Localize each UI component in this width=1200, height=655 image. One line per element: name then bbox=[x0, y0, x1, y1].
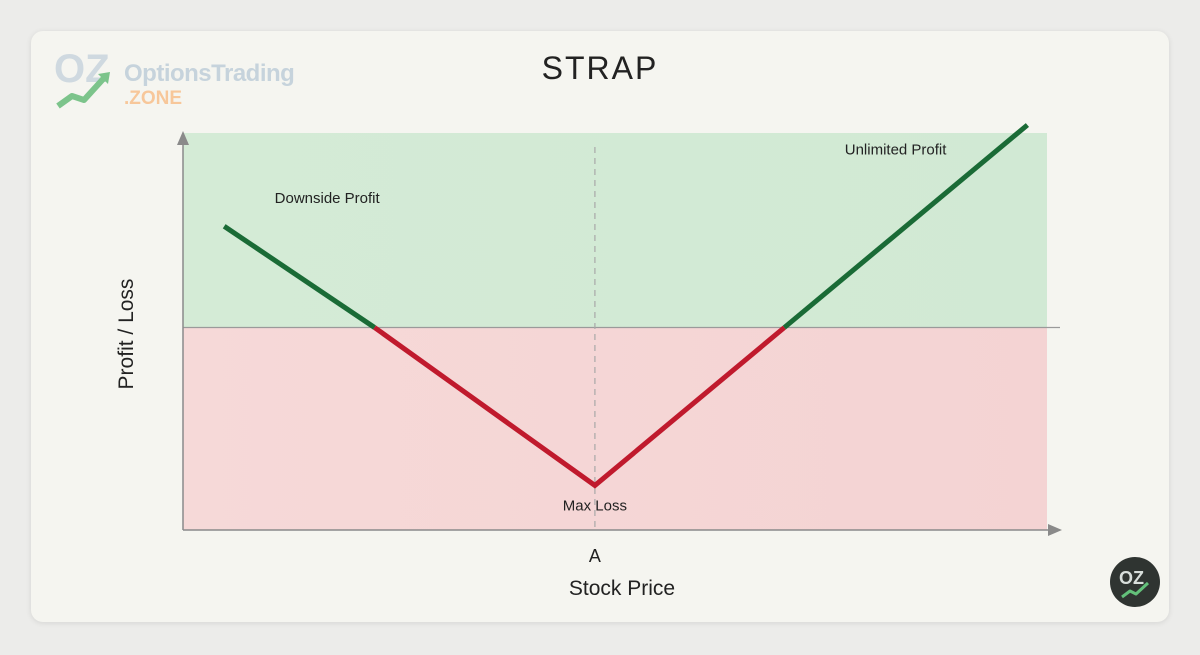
x-axis-arrow bbox=[1048, 524, 1062, 536]
loss-zone bbox=[183, 327, 1047, 530]
payoff-downside-profit bbox=[222, 224, 376, 330]
annotation-label: Unlimited Profit bbox=[845, 141, 948, 158]
payoff-upside-profit bbox=[782, 123, 1030, 330]
x-tick-label: A bbox=[589, 546, 601, 566]
profit-zone bbox=[183, 133, 1047, 328]
y-axis-label: Profit / Loss bbox=[115, 278, 138, 390]
logo-icon: OZ bbox=[54, 47, 110, 109]
badge-logo-icon: OZ bbox=[1119, 568, 1150, 599]
brand-logo: OZ bbox=[52, 38, 322, 113]
annotation-label: Max Loss bbox=[563, 498, 627, 515]
x-axis-label: Stock Price bbox=[568, 577, 676, 600]
annotation-label: Downside Profit bbox=[275, 190, 381, 207]
payoff-loss bbox=[373, 325, 786, 489]
chart-title: STRAP bbox=[541, 50, 659, 86]
brand-name: OptionsTrading bbox=[124, 60, 295, 87]
brand-badge: OZ bbox=[1110, 557, 1160, 607]
badge-glyph: OZ bbox=[1119, 568, 1144, 588]
brand-suffix: .ZONE bbox=[124, 88, 183, 109]
y-axis-arrow bbox=[177, 131, 189, 145]
